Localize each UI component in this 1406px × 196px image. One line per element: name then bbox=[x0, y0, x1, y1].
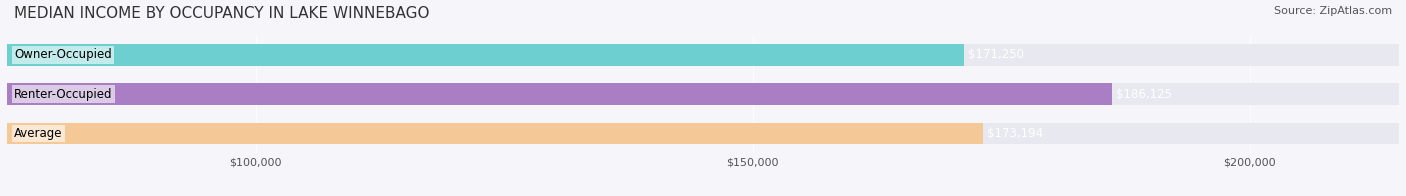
Bar bbox=[7, 122, 983, 144]
Text: $173,194: $173,194 bbox=[987, 127, 1043, 140]
Bar bbox=[7, 44, 1399, 66]
Text: MEDIAN INCOME BY OCCUPANCY IN LAKE WINNEBAGO: MEDIAN INCOME BY OCCUPANCY IN LAKE WINNE… bbox=[14, 6, 430, 21]
Text: Source: ZipAtlas.com: Source: ZipAtlas.com bbox=[1274, 6, 1392, 16]
Bar bbox=[7, 44, 965, 66]
Bar bbox=[7, 83, 1112, 105]
Text: Owner-Occupied: Owner-Occupied bbox=[14, 48, 111, 61]
Bar bbox=[7, 122, 1399, 144]
Text: Average: Average bbox=[14, 127, 62, 140]
Text: Renter-Occupied: Renter-Occupied bbox=[14, 88, 112, 101]
Text: $186,125: $186,125 bbox=[1116, 88, 1173, 101]
Bar bbox=[7, 83, 1399, 105]
Text: $171,250: $171,250 bbox=[969, 48, 1024, 61]
